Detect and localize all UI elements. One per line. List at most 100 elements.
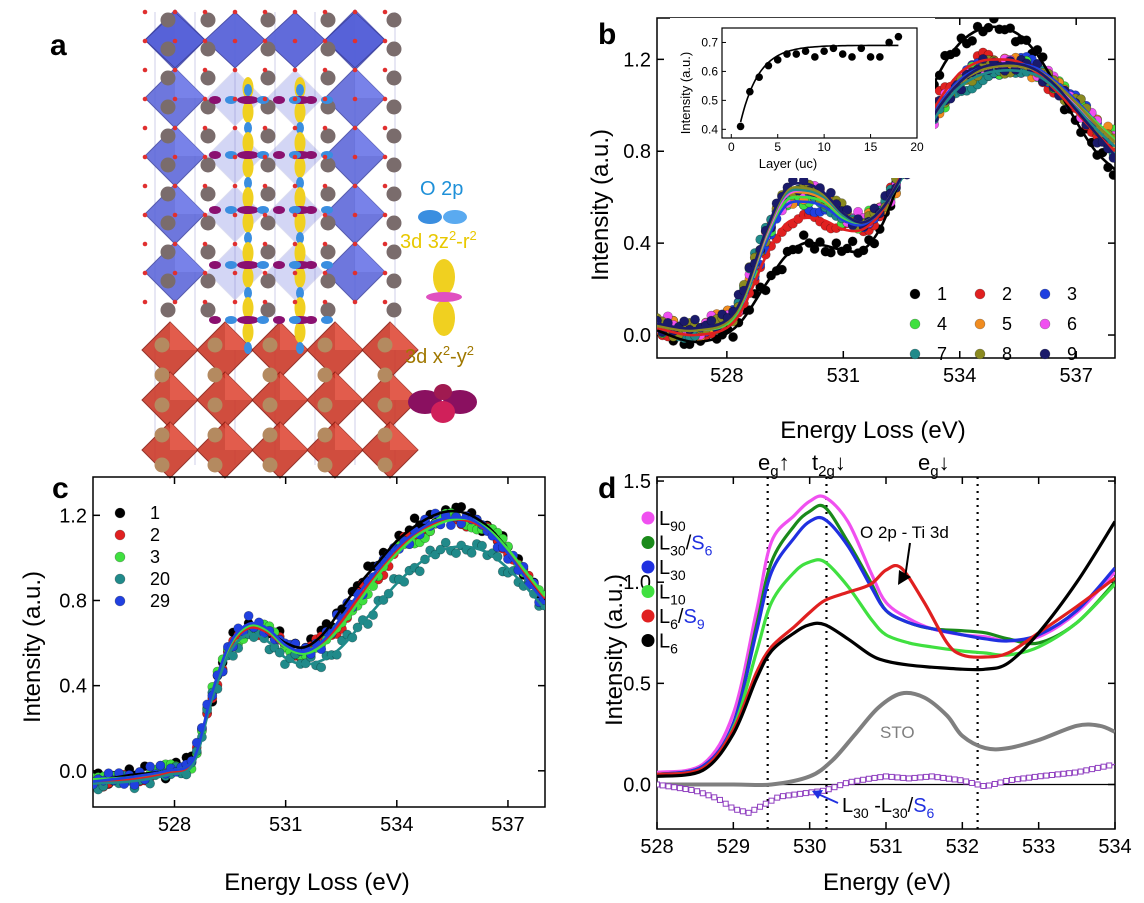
y-tick-label: 1.2 <box>59 505 87 527</box>
atom-gray <box>386 12 402 28</box>
legend-marker-4 <box>641 609 655 623</box>
3z2-torus <box>426 292 462 302</box>
inset-y-axis-label: Intensity (a.u.) <box>678 52 693 134</box>
atom-gray <box>320 128 336 144</box>
panel-c-chart: c 528 531 534 537 0.0 0.4 0.8 1.2 Energy Loss (… <box>19 472 546 896</box>
atom-tan <box>154 427 170 443</box>
difference-marker <box>1094 764 1101 771</box>
oxygen-atom <box>262 299 268 305</box>
octahedron-facet <box>175 126 205 156</box>
data-point-29 <box>243 610 254 621</box>
orbital-chain <box>225 206 237 214</box>
difference-marker <box>923 773 930 780</box>
inset-y-tick-label: 0.4 <box>701 122 718 136</box>
data-point-9 <box>690 314 700 325</box>
difference-marker <box>676 785 683 792</box>
atom-gray <box>320 186 336 202</box>
oxygen-atom <box>142 212 148 218</box>
data-point-20 <box>466 548 477 558</box>
oxygen-atom <box>232 212 238 218</box>
y-tick-label: 0.0 <box>623 325 651 347</box>
legend-marker-8 <box>974 348 986 360</box>
x-tick-label: 531 <box>869 836 902 858</box>
inset-data-point <box>755 73 763 82</box>
oxygen-atom <box>202 183 208 189</box>
legend-marker-4 <box>909 318 921 330</box>
atom-tan <box>262 337 278 353</box>
inset-y-tick-label: 0.6 <box>701 64 718 78</box>
inset-data-point <box>792 50 801 58</box>
y-tick-label: 0.8 <box>623 141 651 163</box>
data-point-1 <box>1108 170 1115 180</box>
atom-tan <box>154 397 170 413</box>
oxygen-atom <box>262 183 268 189</box>
data-point-29 <box>145 761 155 772</box>
atom-gray <box>386 302 402 318</box>
legend-marker-9 <box>1039 348 1051 360</box>
difference-marker <box>974 781 981 788</box>
atom-gray <box>200 302 216 318</box>
data-point-1 <box>409 513 420 524</box>
panel-a-letter: a <box>50 29 67 62</box>
atom-gray <box>160 157 176 173</box>
difference-marker <box>688 786 695 793</box>
legend-label-5: L6 <box>659 631 678 657</box>
difference-marker <box>928 773 935 780</box>
atom-tan <box>207 397 223 413</box>
orbital-3z2-lobe <box>242 211 254 233</box>
annotation-peak-label: O 2p - Ti 3d <box>860 523 949 542</box>
atom-tan <box>317 397 333 413</box>
panel-c-x-axis-label: Energy Loss (eV) <box>224 869 409 896</box>
data-point-29 <box>155 760 166 771</box>
atom-tan <box>377 427 393 443</box>
difference-marker <box>1008 776 1015 783</box>
octahedron-red-facet <box>225 372 253 400</box>
peak-arrow-line <box>904 542 911 579</box>
panel-b-x-axis-label: Energy Loss (eV) <box>780 417 965 444</box>
difference-marker <box>1020 775 1027 782</box>
orbital-3z2-lobe <box>242 242 254 264</box>
difference-marker <box>1054 771 1061 778</box>
oxygen-atom <box>172 299 178 305</box>
orbital-3z2-lobe <box>242 187 254 209</box>
oxygen-atom <box>262 154 268 160</box>
oxygen-atom <box>382 9 388 15</box>
octahedron-red-facet <box>225 422 253 450</box>
oxygen-atom <box>142 67 148 73</box>
oxygen-atom <box>142 241 148 247</box>
octahedron-facet <box>175 184 205 214</box>
difference-marker <box>1026 774 1033 781</box>
oxygen-atom <box>382 270 388 276</box>
difference-marker <box>745 809 752 816</box>
top-label-2: eg↓ <box>918 450 950 480</box>
inset-data-point <box>876 53 884 61</box>
difference-marker <box>751 806 758 813</box>
difference-marker <box>831 784 838 791</box>
atom-gray <box>160 215 176 231</box>
panel-d-y-axis-label: Intensity (a.u.) <box>601 574 628 726</box>
oxygen-atom <box>142 96 148 102</box>
atom-gray <box>200 215 216 231</box>
atom-gray <box>260 12 276 28</box>
atom-tan <box>377 337 393 353</box>
atom-gray <box>200 273 216 289</box>
oxygen-atom <box>172 67 178 73</box>
oxygen-atom <box>262 96 268 102</box>
atom-tan <box>154 457 170 473</box>
orbital-o2p <box>296 342 304 354</box>
difference-marker <box>1014 776 1021 783</box>
difference-marker <box>1037 773 1044 780</box>
data-point-1 <box>825 247 836 258</box>
orbital-o2p <box>296 177 304 189</box>
legend-label-29: 29 <box>150 591 170 611</box>
difference-marker <box>774 794 781 801</box>
atom-gray <box>320 215 336 231</box>
oxygen-atom <box>232 183 238 189</box>
difference-marker <box>911 774 918 781</box>
oxygen-atom <box>292 125 298 131</box>
difference-marker <box>945 775 952 782</box>
data-point-20 <box>451 548 461 559</box>
data-point-20 <box>414 566 425 577</box>
